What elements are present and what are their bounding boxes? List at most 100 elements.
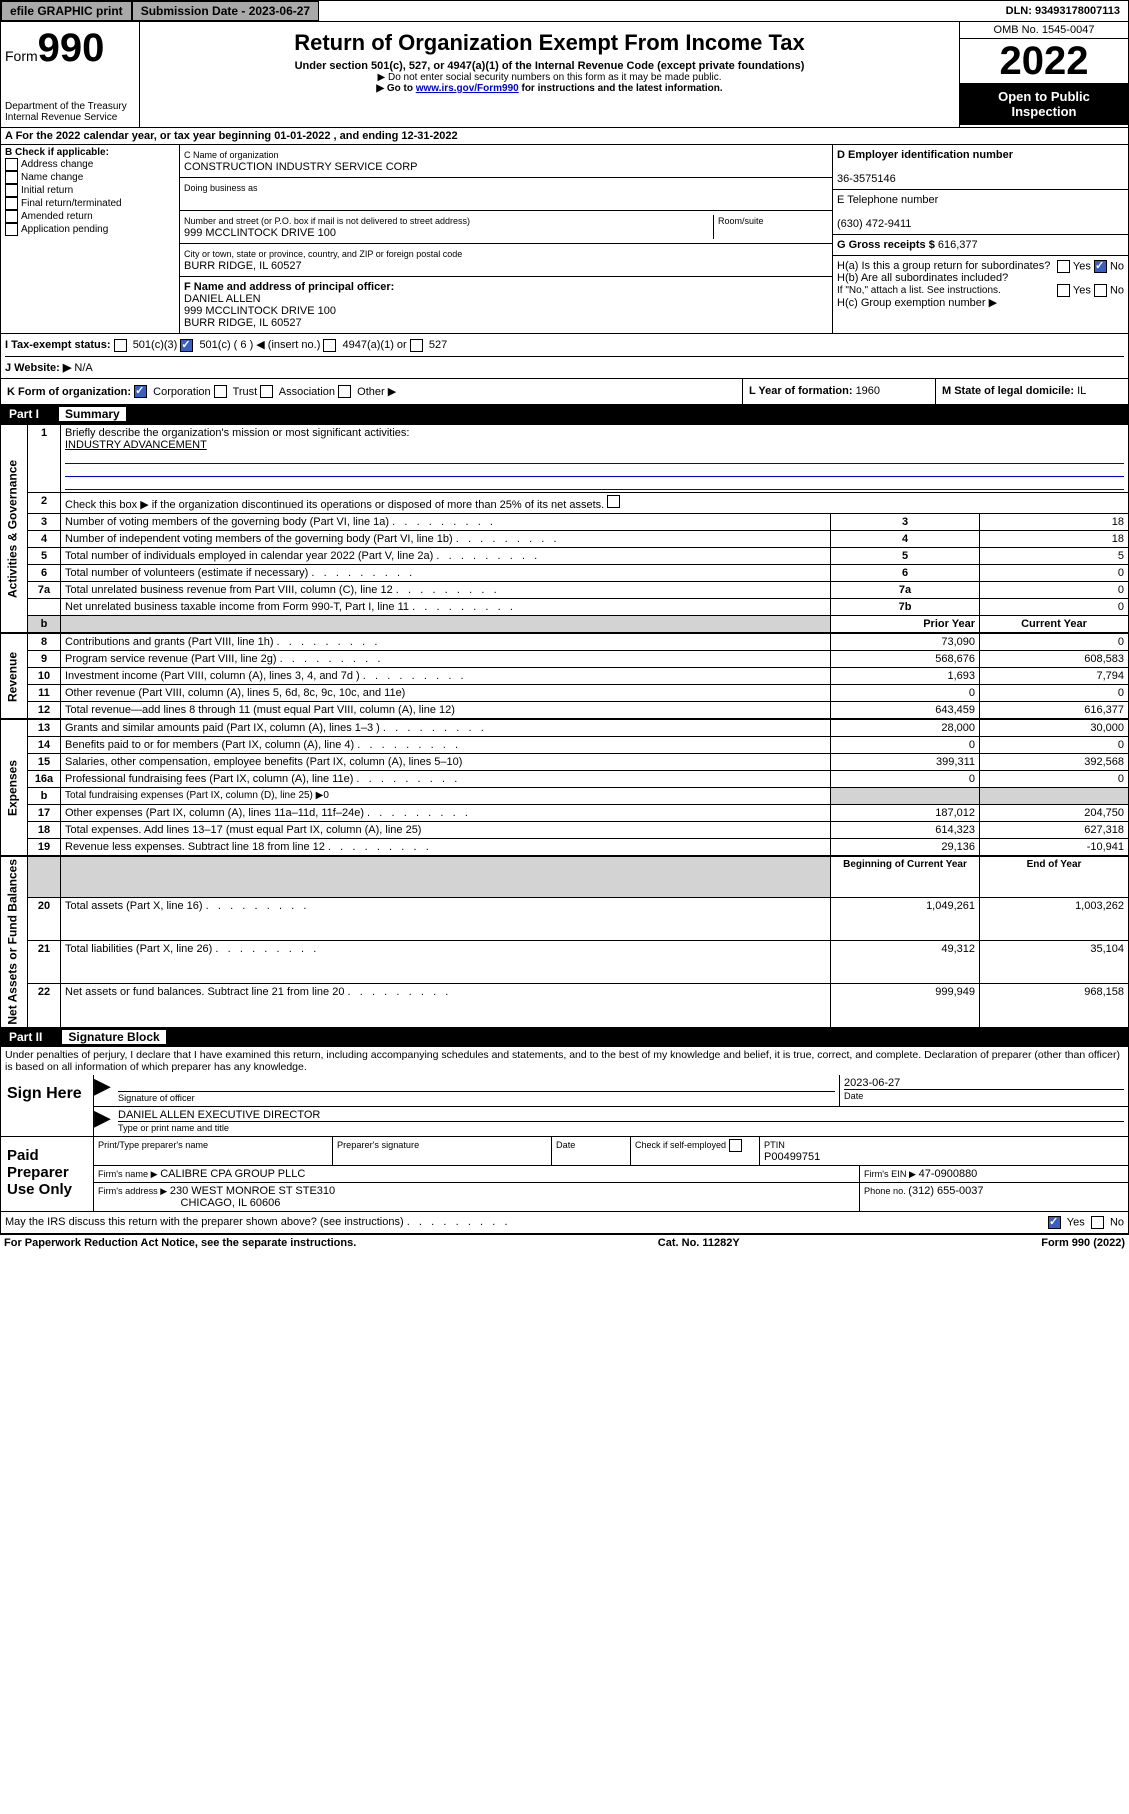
irs-link[interactable]: www.irs.gov/Form990	[416, 83, 519, 94]
label-no: No	[1110, 260, 1124, 272]
sig-officer-label: Signature of officer	[118, 1093, 195, 1103]
opt-other: Other ▶	[357, 386, 396, 398]
opt-trust: Trust	[233, 386, 258, 398]
hb-label: H(b) Are all subordinates included?	[837, 272, 1008, 284]
firm-phone: (312) 655-0037	[908, 1185, 983, 1197]
checkbox-hb-no[interactable]	[1094, 284, 1107, 297]
street-value: 999 MCCLINTOCK DRIVE 100	[184, 227, 336, 239]
city-label: City or town, state or province, country…	[184, 249, 462, 259]
q1-value: INDUSTRY ADVANCEMENT	[65, 439, 207, 451]
checkbox-ha-no[interactable]	[1094, 260, 1107, 273]
checkbox-may-irs-yes[interactable]	[1048, 1216, 1061, 1229]
gross-receipts: 616,377	[938, 239, 978, 251]
checkbox-corporation[interactable]	[134, 385, 147, 398]
checkbox-4947[interactable]	[323, 339, 336, 352]
year-formation: 1960	[856, 385, 880, 397]
firm-addr1: 230 WEST MONROE ST STE310	[170, 1185, 335, 1197]
sig-date-label: Date	[844, 1091, 863, 1101]
footer-left: For Paperwork Reduction Act Notice, see …	[4, 1237, 356, 1249]
form-note-1: ▶ Do not enter social security numbers o…	[144, 72, 955, 83]
omb-number: OMB No. 1545-0047	[960, 22, 1128, 39]
form-note-2-post: for instructions and the latest informat…	[519, 83, 723, 94]
sidelabel-expenses: Expenses	[1, 720, 28, 856]
row-m-label: M State of legal domicile:	[942, 385, 1077, 397]
form-note-2-pre: ▶ Go to	[376, 83, 415, 94]
part-2-header: Part II Signature Block	[0, 1028, 1129, 1047]
may-irs-label: May the IRS discuss this return with the…	[5, 1216, 1048, 1229]
opt-527: 527	[429, 339, 447, 351]
prep-col5: PTIN	[764, 1140, 785, 1150]
ha-label: H(a) Is this a group return for subordin…	[837, 260, 1050, 272]
open-public-badge: Open to Public Inspection	[960, 83, 1128, 125]
checkbox-other[interactable]	[338, 385, 351, 398]
label-name-change: Name change	[21, 172, 83, 183]
gov-row-7a: 7aTotal unrelated business revenue from …	[1, 582, 1129, 599]
prep-col3: Date	[556, 1140, 575, 1150]
opt-501c3: 501(c)(3)	[133, 339, 178, 351]
section-f-label: F Name and address of principal officer:	[184, 281, 394, 293]
checkbox-association[interactable]	[260, 385, 273, 398]
website-value: N/A	[74, 362, 92, 374]
checkbox-address-change[interactable]	[5, 158, 18, 171]
checkbox-initial-return[interactable]	[5, 184, 18, 197]
footer-right: Form 990 (2022)	[1041, 1237, 1125, 1249]
prep-col4: Check if self-employed	[635, 1140, 726, 1150]
hc-label: H(c) Group exemption number ▶	[837, 297, 997, 309]
checkbox-501c[interactable]	[180, 339, 193, 352]
row-i-j: I Tax-exempt status: 501(c)(3) 501(c) ( …	[0, 334, 1129, 379]
gov-row-5: 5Total number of individuals employed in…	[1, 548, 1129, 565]
checkbox-trust[interactable]	[214, 385, 227, 398]
checkbox-527[interactable]	[410, 339, 423, 352]
form-number: 990	[38, 26, 105, 70]
expenses-table: Expenses 13Grants and similar amounts pa…	[0, 719, 1129, 856]
part-2-title: Signature Block	[62, 1030, 165, 1044]
checkbox-hb-yes[interactable]	[1057, 284, 1070, 297]
ein-value: 36-3575146	[837, 173, 896, 185]
label-initial-return: Initial return	[21, 185, 73, 196]
gov-row-6: 6Total number of volunteers (estimate if…	[1, 565, 1129, 582]
label-application-pending: Application pending	[21, 224, 108, 235]
ptin-value: P00499751	[764, 1151, 820, 1163]
opt-501c: 501(c) ( 6 ) ◀ (insert no.)	[199, 339, 320, 351]
checkbox-501c3[interactable]	[114, 339, 127, 352]
sidelabel-revenue: Revenue	[1, 634, 28, 719]
prep-col2: Preparer's signature	[337, 1140, 419, 1150]
checkbox-may-irs-no[interactable]	[1091, 1216, 1104, 1229]
efile-print-button[interactable]: efile GRAPHIC print	[1, 1, 132, 21]
checkbox-ha-yes[interactable]	[1057, 260, 1070, 273]
row-j-label: J Website: ▶	[5, 362, 71, 374]
section-b-label: B Check if applicable:	[5, 147, 175, 158]
sidelabel-netassets: Net Assets or Fund Balances	[1, 857, 28, 1028]
sig-date: 2023-06-27	[844, 1077, 900, 1089]
form-subtitle: Under section 501(c), 527, or 4947(a)(1)…	[295, 60, 805, 72]
gov-row-3: 3Number of voting members of the governi…	[1, 514, 1129, 531]
section-b-to-h: B Check if applicable: Address change Na…	[0, 145, 1129, 334]
checkbox-final-return[interactable]	[5, 197, 18, 210]
section-d-label: D Employer identification number	[837, 149, 1013, 161]
q1-label: Briefly describe the organization's miss…	[65, 427, 409, 439]
sign-here-label: Sign Here	[1, 1075, 94, 1136]
checkbox-q2[interactable]	[607, 495, 620, 508]
q2-label: Check this box ▶ if the organization dis…	[65, 499, 604, 511]
section-c-name-label: C Name of organization	[184, 150, 279, 160]
checkbox-self-employed[interactable]	[729, 1139, 742, 1152]
opt-corp: Corporation	[153, 386, 210, 398]
may-irs-yes: Yes	[1067, 1216, 1085, 1228]
end-year-header: End of Year	[980, 857, 1129, 898]
org-name: CONSTRUCTION INDUSTRY SERVICE CORP	[184, 161, 417, 173]
checkbox-amended-return[interactable]	[5, 210, 18, 223]
officer-name-title: DANIEL ALLEN EXECUTIVE DIRECTOR	[118, 1109, 320, 1121]
section-e-label: E Telephone number	[837, 194, 938, 206]
may-irs-row: May the IRS discuss this return with the…	[0, 1212, 1129, 1234]
checkbox-application-pending[interactable]	[5, 223, 18, 236]
room-label: Room/suite	[718, 216, 764, 226]
checkbox-name-change[interactable]	[5, 171, 18, 184]
street-label: Number and street (or P.O. box if mail i…	[184, 216, 470, 226]
part-1-title: Summary	[59, 407, 126, 421]
firm-phone-label: Phone no.	[864, 1186, 908, 1196]
prep-col1: Print/Type preparer's name	[98, 1140, 208, 1150]
paid-preparer-block: Paid Preparer Use Only Print/Type prepar…	[0, 1137, 1129, 1212]
city-value: BURR RIDGE, IL 60527	[184, 260, 302, 272]
label-final-return: Final return/terminated	[21, 198, 122, 209]
paid-preparer-label: Paid Preparer Use Only	[1, 1137, 94, 1211]
